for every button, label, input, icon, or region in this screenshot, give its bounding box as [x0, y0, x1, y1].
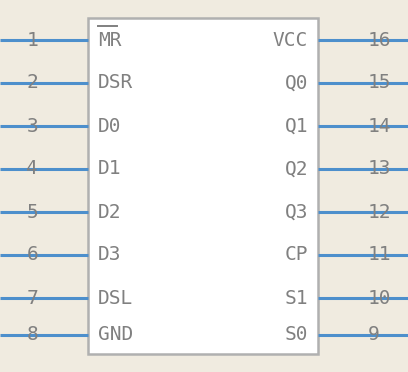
Text: DSR: DSR	[98, 74, 133, 93]
Text: Q2: Q2	[284, 160, 308, 179]
Text: Q3: Q3	[284, 202, 308, 221]
Text: 9: 9	[368, 326, 380, 344]
Text: GND: GND	[98, 326, 133, 344]
Text: 1: 1	[26, 31, 38, 49]
Text: 16: 16	[368, 31, 392, 49]
Text: 11: 11	[368, 246, 392, 264]
Text: 13: 13	[368, 160, 392, 179]
Text: S1: S1	[284, 289, 308, 308]
Text: Q1: Q1	[284, 116, 308, 135]
Text: 10: 10	[368, 289, 392, 308]
Text: 7: 7	[26, 289, 38, 308]
Text: 15: 15	[368, 74, 392, 93]
Text: D3: D3	[98, 246, 122, 264]
Text: D1: D1	[98, 160, 122, 179]
Text: DSL: DSL	[98, 289, 133, 308]
Text: 14: 14	[368, 116, 392, 135]
Text: D2: D2	[98, 202, 122, 221]
Text: S0: S0	[284, 326, 308, 344]
Text: CP: CP	[284, 246, 308, 264]
Text: 3: 3	[26, 116, 38, 135]
Bar	[88, 18, 318, 354]
Text: MR: MR	[98, 31, 122, 49]
Text: 4: 4	[26, 160, 38, 179]
Text: D0: D0	[98, 116, 122, 135]
Text: Q0: Q0	[284, 74, 308, 93]
Text: 5: 5	[26, 202, 38, 221]
Text: VCC: VCC	[273, 31, 308, 49]
Text: 2: 2	[26, 74, 38, 93]
Text: 12: 12	[368, 202, 392, 221]
Text: 8: 8	[26, 326, 38, 344]
Text: 6: 6	[26, 246, 38, 264]
